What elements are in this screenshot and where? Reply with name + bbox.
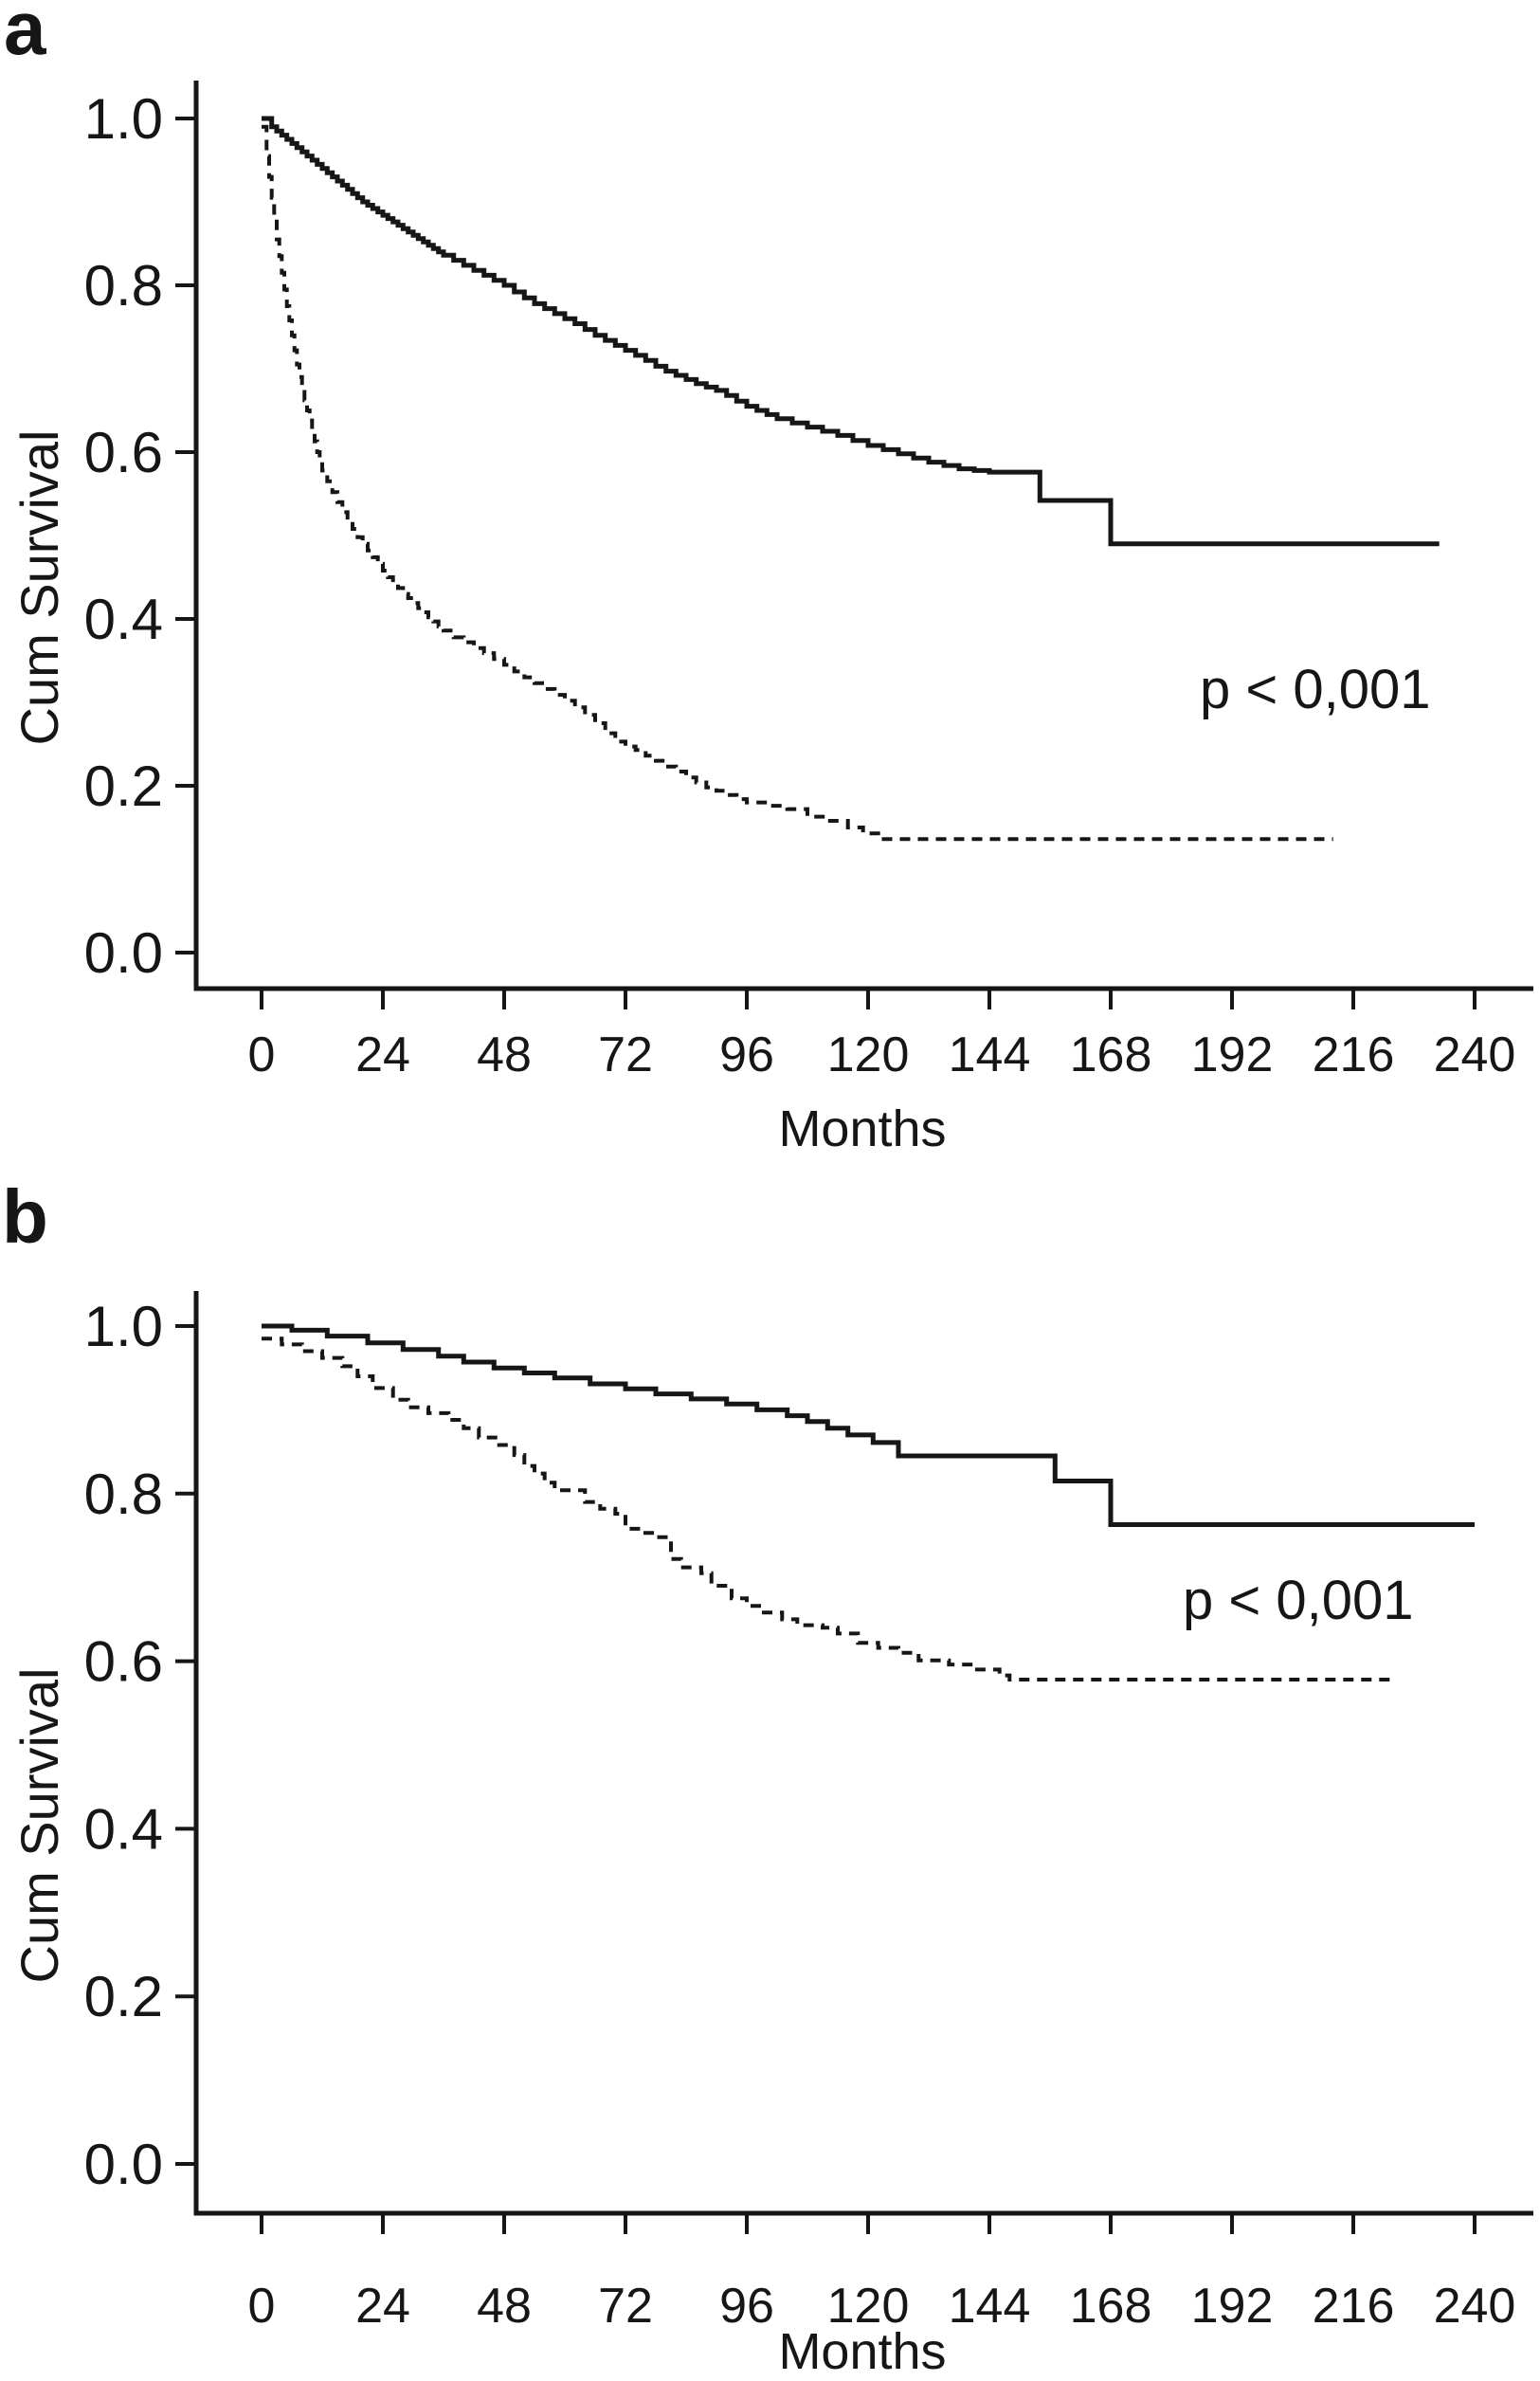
x-tick-label-b: 96 <box>719 2279 774 2334</box>
x-tick-label-a: 144 <box>949 1027 1031 1082</box>
x-tick-label-a: 24 <box>355 1027 410 1082</box>
km-curve-group-2-dashed-b <box>262 1336 1394 1681</box>
x-tick-label-a: 216 <box>1313 1027 1395 1082</box>
x-tick-label-b: 24 <box>355 2279 410 2334</box>
panel-a-label: a <box>4 0 46 70</box>
x-tick-label-b: 72 <box>598 2279 653 2334</box>
y-tick-label-b: 0.2 <box>84 1965 163 2028</box>
y-tick-label-a: 0.4 <box>84 588 163 651</box>
x-tick-label-a: 0 <box>248 1027 276 1082</box>
x-tick-label-b: 240 <box>1434 2279 1516 2334</box>
y-tick-label-b: 1.0 <box>84 1295 163 1358</box>
y-tick-label-b: 0.6 <box>84 1630 163 1694</box>
x-tick-label-a: 96 <box>719 1027 774 1082</box>
y-tick-label-a: 0.0 <box>84 921 163 985</box>
panel-a-p-value: p < 0,001 <box>1200 659 1431 720</box>
x-tick-label-a: 192 <box>1191 1027 1274 1082</box>
km-panel-a: 0 24 48 72 96 120 144 168 192 216 240 1.0 0.8 0.6 0.4 0… <box>84 81 1533 1082</box>
y-tick-label-b: 0.0 <box>84 2133 163 2196</box>
y-tick-label-a: 0.8 <box>84 254 163 318</box>
panel-b-p-value: p < 0,001 <box>1183 1570 1414 1631</box>
x-tick-label-a: 168 <box>1070 1027 1152 1082</box>
y-tick-label-b: 0.4 <box>84 1797 163 1861</box>
x-tick-label-b: 120 <box>827 2279 910 2334</box>
km-curve-group-1-solid-b <box>262 1323 1475 1527</box>
x-tick-label-b: 192 <box>1191 2279 1274 2334</box>
panel-b-x-axis-title: Months <box>778 2323 947 2380</box>
x-tick-label-b: 168 <box>1070 2279 1152 2334</box>
panel-a-y-axis-title: Cum Survival <box>9 429 69 746</box>
x-tick-label-b: 48 <box>477 2279 532 2334</box>
x-tick-label-a: 72 <box>598 1027 653 1082</box>
panel-b-y-axis-title: Cum Survival <box>9 1667 69 1984</box>
y-tick-label-a: 0.6 <box>84 421 163 484</box>
x-tick-label-a: 120 <box>827 1027 910 1082</box>
panel-b-label: b <box>2 1174 48 1259</box>
km-curve-group-1-solid-a <box>262 116 1440 547</box>
x-tick-label-a: 48 <box>477 1027 532 1082</box>
km-curve-group-2-dashed-a <box>262 124 1333 842</box>
x-tick-label-b: 144 <box>949 2279 1031 2334</box>
x-tick-label-b: 216 <box>1313 2279 1395 2334</box>
x-tick-label-b: 0 <box>248 2279 276 2334</box>
y-tick-label-b: 0.8 <box>84 1463 163 1526</box>
km-panel-b: 0 24 48 72 96 120 144 168 192 216 240 1.0 0.8 0.6 0.4 0… <box>84 1291 1533 2334</box>
panel-a-x-axis-title: Months <box>778 1100 947 1157</box>
y-tick-label-a: 0.2 <box>84 754 163 818</box>
y-tick-label-a: 1.0 <box>84 87 163 151</box>
x-tick-label-a: 240 <box>1434 1027 1516 1082</box>
